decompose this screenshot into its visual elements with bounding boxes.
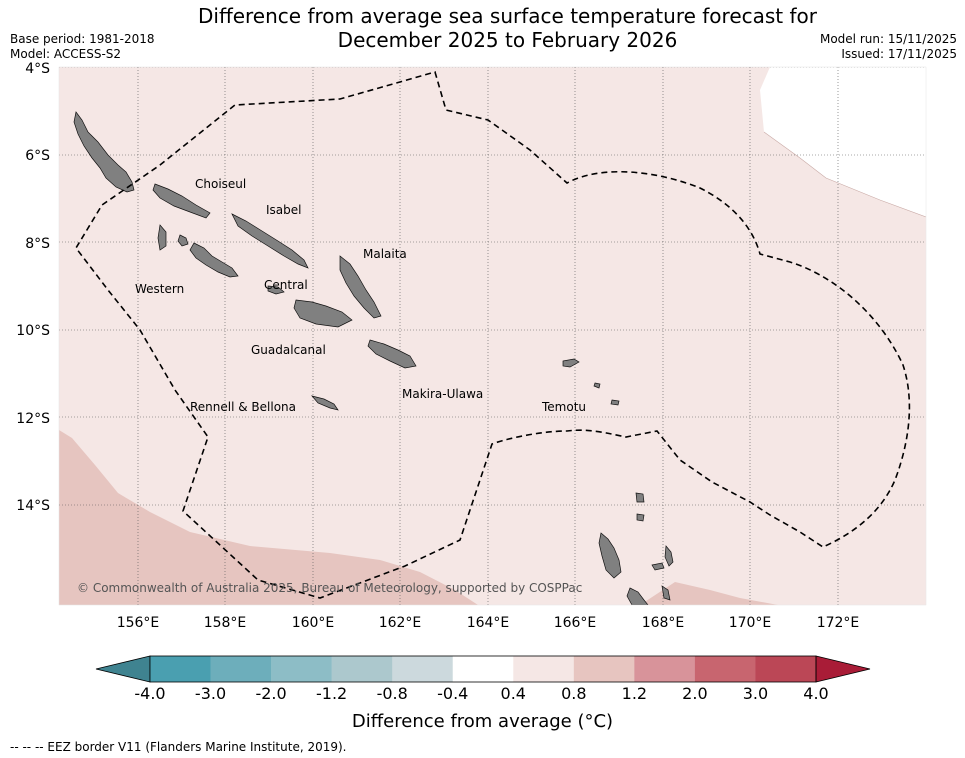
colorbar-tick-label: -0.4: [437, 684, 469, 703]
label-western: Western: [135, 282, 184, 296]
island-western-small-2: [177, 234, 189, 247]
island-vanuatu-3: [651, 562, 665, 571]
eez-footnote: -- -- -- EEZ border V11 (Flanders Marine…: [10, 740, 347, 754]
eez-border: [75, 71, 911, 599]
island-choiseul: [152, 183, 211, 219]
lat-tick-12s: 12°S: [16, 411, 50, 427]
islands: [73, 111, 674, 605]
colorbar-title: Difference from average (°C): [351, 711, 614, 732]
island-central: [267, 285, 285, 295]
gridlines: [59, 67, 926, 605]
lon-ticks: 156°E 158°E 160°E 162°E 164°E 166°E 168°…: [117, 615, 860, 631]
island-malaita: [339, 255, 382, 319]
meta-left: Base period: 1981-2018 Model: ACCESS-S2: [10, 32, 155, 62]
map-frame: [58, 66, 927, 606]
map-area: [59, 67, 926, 605]
colorbar-tick-label: -3.0: [194, 684, 227, 703]
white-region-northeast: [760, 67, 926, 217]
island-western-small: [157, 224, 167, 251]
warm-anomaly-region-southwest: [59, 430, 478, 605]
lat-tick-14s: 14°S: [16, 498, 50, 514]
island-isabel: [231, 213, 309, 269]
island-rennell: [311, 395, 339, 411]
island-new-georgia: [189, 242, 239, 278]
label-central: Central: [264, 278, 308, 292]
island-temotu-2: [593, 382, 601, 389]
issued-date: Issued: 17/11/2025: [841, 47, 957, 61]
label-temotu: Temotu: [541, 400, 586, 414]
colorbar-segment: [210, 656, 272, 682]
colorbar-segment: [392, 656, 454, 682]
label-rennell-bellona: Rennell & Bellona: [190, 400, 296, 414]
lon-tick-170e: 170°E: [729, 615, 772, 631]
label-makira-ulawa: Makira-Ulawa: [402, 387, 483, 401]
island-vanuatu-2: [636, 513, 645, 522]
colorbar-tick-label: -1.2: [316, 684, 348, 703]
colorbar-tick-label: 2.0: [682, 684, 708, 703]
island-temotu-3: [610, 399, 620, 406]
map-background: [59, 67, 926, 605]
lon-tick-166e: 166°E: [554, 615, 597, 631]
island-vanuatu-4: [626, 587, 649, 605]
lat-tick-8s: 8°S: [25, 236, 50, 252]
colorbar: [95, 655, 871, 683]
colorbar-segment: [573, 656, 635, 682]
province-labels: Choiseul Isabel Malaita Western Central …: [135, 177, 586, 414]
colorbar-tick-label: 4.0: [803, 684, 829, 703]
model-name: Model: ACCESS-S2: [10, 47, 122, 61]
island-temotu-1: [562, 358, 580, 368]
lat-ticks: 4°S 6°S 8°S 10°S 12°S 14°S: [16, 61, 50, 514]
title-line-1: Difference from average sea surface temp…: [197, 4, 817, 28]
region-edge: [763, 131, 926, 218]
colorbar-tick-label: 3.0: [742, 684, 769, 703]
colorbar-frame: [149, 655, 817, 683]
island-vanuatu-1: [635, 492, 645, 503]
lon-tick-164e: 164°E: [467, 615, 510, 631]
lat-tick-4s: 4°S: [25, 61, 50, 77]
label-choiseul: Choiseul: [195, 177, 246, 191]
colorbar-segment: [271, 656, 332, 682]
colorbar-extend-low: [95, 655, 151, 683]
title-line-2: December 2025 to February 2026: [337, 28, 678, 52]
lon-tick-162e: 162°E: [379, 615, 422, 631]
island-vanuatu-5: [661, 585, 671, 601]
island-espiritu-santo: [598, 532, 622, 579]
copyright-notice: © Commonwealth of Australia 2025, Bureau…: [77, 581, 582, 595]
colorbar-tick-label: 0.8: [561, 684, 587, 703]
lon-tick-156e: 156°E: [117, 615, 160, 631]
colorbar-segment: [150, 656, 211, 682]
colorbar-tick-label: 1.2: [621, 684, 648, 703]
model-run: Model run: 15/11/2025: [819, 32, 957, 46]
meta-right: Model run: 15/11/2025 Issued: 17/11/2025: [820, 32, 957, 62]
warm-anomaly-region-south: [640, 582, 778, 605]
base-period: Base period: 1981-2018: [10, 32, 155, 46]
label-malaita: Malaita: [363, 247, 407, 261]
map-title: Difference from average sea surface temp…: [150, 4, 865, 52]
label-guadalcanal: Guadalcanal: [251, 343, 326, 357]
colorbar-tick-label: -2.0: [255, 684, 287, 703]
label-isabel: Isabel: [266, 203, 301, 217]
colorbar-segment: [331, 656, 393, 682]
colorbar-segment: [513, 656, 575, 682]
colorbar-segment: [694, 656, 756, 682]
colorbar-segment: [634, 656, 696, 682]
island-malekula: [664, 545, 674, 567]
colorbar-segment: [755, 656, 817, 682]
island-choiseul-group: [73, 111, 135, 193]
lon-tick-168e: 168°E: [642, 615, 685, 631]
colorbar-tick-label: -0.8: [376, 684, 408, 703]
colorbar-extend-high: [815, 655, 871, 683]
lon-tick-158e: 158°E: [204, 615, 247, 631]
island-makira: [367, 339, 417, 369]
lon-tick-160e: 160°E: [292, 615, 335, 631]
lon-tick-172e: 172°E: [817, 615, 860, 631]
lat-tick-10s: 10°S: [16, 323, 50, 339]
colorbar-tick-label: 0.4: [500, 684, 526, 703]
island-guadalcanal: [293, 299, 353, 328]
lat-tick-6s: 6°S: [25, 148, 50, 164]
colorbar-tick-label: -4.0: [134, 684, 166, 703]
colorbar-segments: [150, 656, 817, 682]
colorbar-segment: [452, 656, 514, 682]
